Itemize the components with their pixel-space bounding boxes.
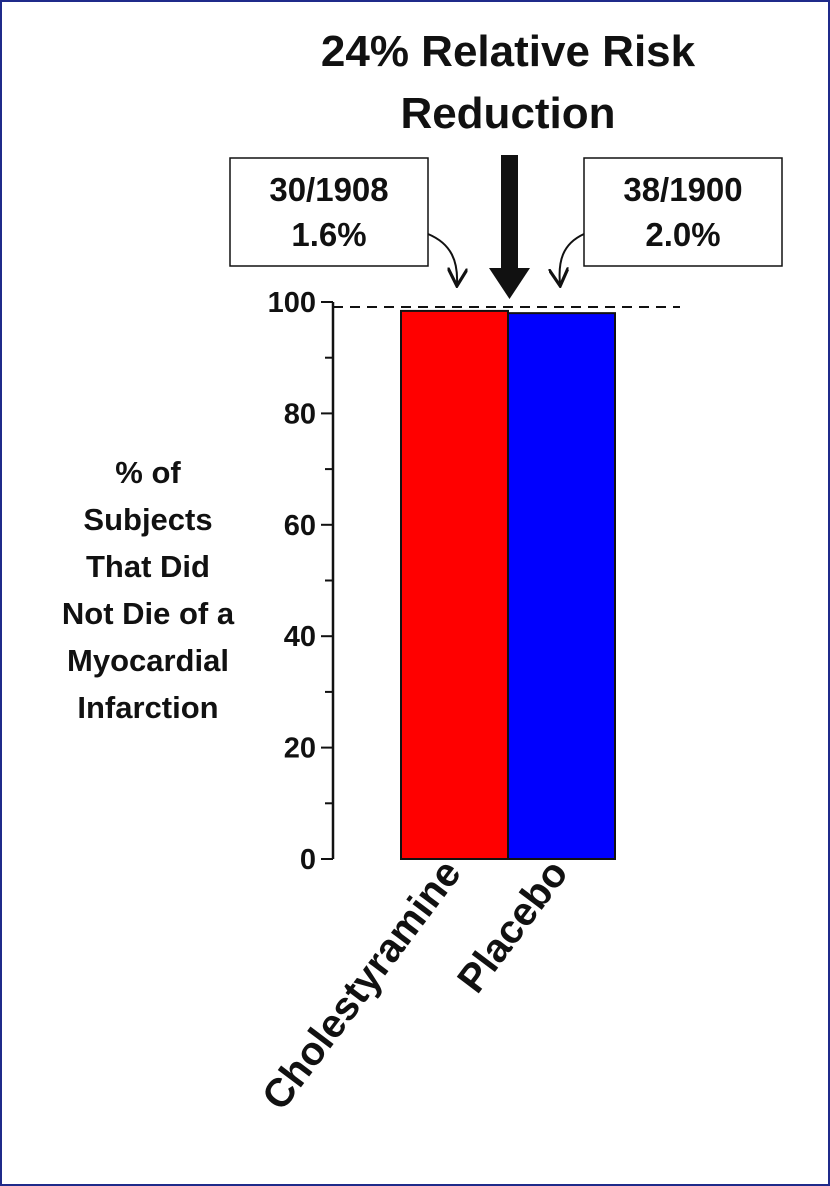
chart-title-line-1: 24% Relative Risk: [321, 27, 696, 76]
annotation-box-placebo: 38/1900 2.0%: [583, 157, 783, 267]
annotation-percent: 2.0%: [645, 216, 720, 253]
y-tick-label: 0: [300, 844, 316, 876]
y-axis-label-line: Myocardial: [67, 643, 229, 678]
annotation-percent: 1.6%: [291, 216, 366, 253]
y-axis-label-line: % of: [115, 455, 181, 490]
y-tick-label: 100: [268, 287, 316, 319]
bars: [400, 309, 616, 860]
y-axis-label-line: That Did: [86, 549, 210, 584]
y-axis-label-line: Infarction: [77, 690, 218, 725]
annotation-box-cholestyramine: 30/1908 1.6%: [229, 157, 429, 267]
chart-title-line-2: Reduction: [400, 89, 615, 138]
y-tick-label: 80: [284, 398, 316, 430]
curved-arrow-icon: [560, 233, 585, 284]
down-arrow-icon: [489, 155, 530, 299]
y-axis: 0 20 40 60 80 100: [268, 287, 335, 876]
x-category-label: Placebo: [449, 852, 576, 1001]
bar-cholestyramine: [400, 309, 509, 860]
y-tick-label: 60: [284, 510, 316, 542]
annotation-count: 38/1900: [623, 171, 742, 208]
bar-placebo: [507, 312, 616, 860]
curved-arrow-icon: [427, 233, 457, 284]
y-axis-label-line: Not Die of a: [62, 596, 235, 631]
y-tick-label: 40: [284, 621, 316, 653]
y-axis-label: % of Subjects That Did Not Die of a Myoc…: [62, 455, 235, 725]
y-tick-label: 20: [284, 733, 316, 765]
annotation-count: 30/1908: [269, 171, 388, 208]
x-category-label: Cholestyramine: [254, 852, 470, 1118]
y-axis-label-line: Subjects: [83, 502, 212, 537]
